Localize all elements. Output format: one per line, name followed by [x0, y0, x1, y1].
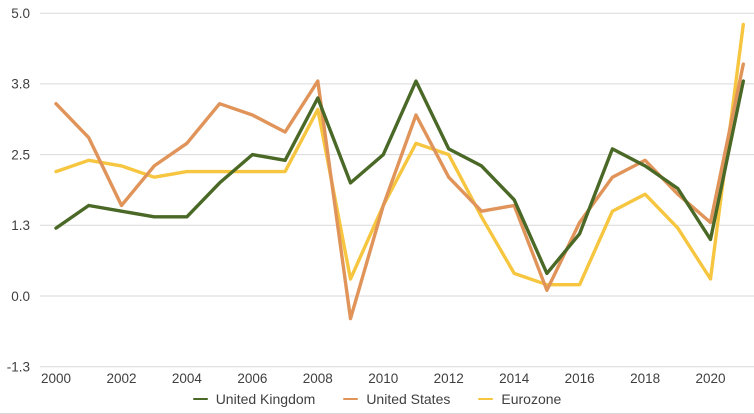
y-tick-label: 0.0: [11, 289, 30, 304]
x-tick-label: 2014: [499, 371, 530, 386]
y-tick-label: 3.8: [11, 77, 30, 92]
legend-label-united-states: United States: [366, 391, 451, 407]
legend-label-eurozone: Eurozone: [501, 391, 562, 407]
x-tick-label: 2018: [630, 371, 660, 386]
x-tick-label: 2002: [106, 371, 136, 386]
legend-line-marker-icon: [343, 397, 359, 401]
series-line-united-kingdom: [54, 79, 745, 276]
y-tick-label: 5.0: [11, 6, 30, 21]
chart-legend: United Kingdom United States Eurozone: [0, 392, 754, 406]
legend-label-united-kingdom: United Kingdom: [215, 391, 316, 407]
x-tick-label: 2006: [237, 371, 267, 386]
x-tick-label: 2004: [172, 371, 203, 386]
y-tick-label: -1.3: [7, 360, 30, 375]
series-line-eurozone: [54, 22, 745, 287]
legend-item-united-kingdom: United Kingdom: [192, 391, 316, 407]
legend-line-marker-icon: [192, 397, 208, 401]
legend-line-marker-icon: [478, 397, 494, 401]
x-tick-label: 2000: [41, 371, 71, 386]
x-tick-label: 2008: [303, 371, 333, 386]
y-tick-label: 2.5: [11, 147, 30, 162]
x-tick-label: 2012: [434, 371, 464, 386]
legend-item-eurozone: Eurozone: [478, 392, 561, 406]
legend-item-united-states: United States: [343, 392, 450, 406]
x-tick-label: 2016: [565, 371, 595, 386]
series-line-united-states: [54, 62, 745, 321]
y-tick-label: 1.3: [11, 218, 30, 233]
x-tick-label: 2020: [695, 371, 725, 386]
x-tick-label: 2010: [368, 371, 398, 386]
